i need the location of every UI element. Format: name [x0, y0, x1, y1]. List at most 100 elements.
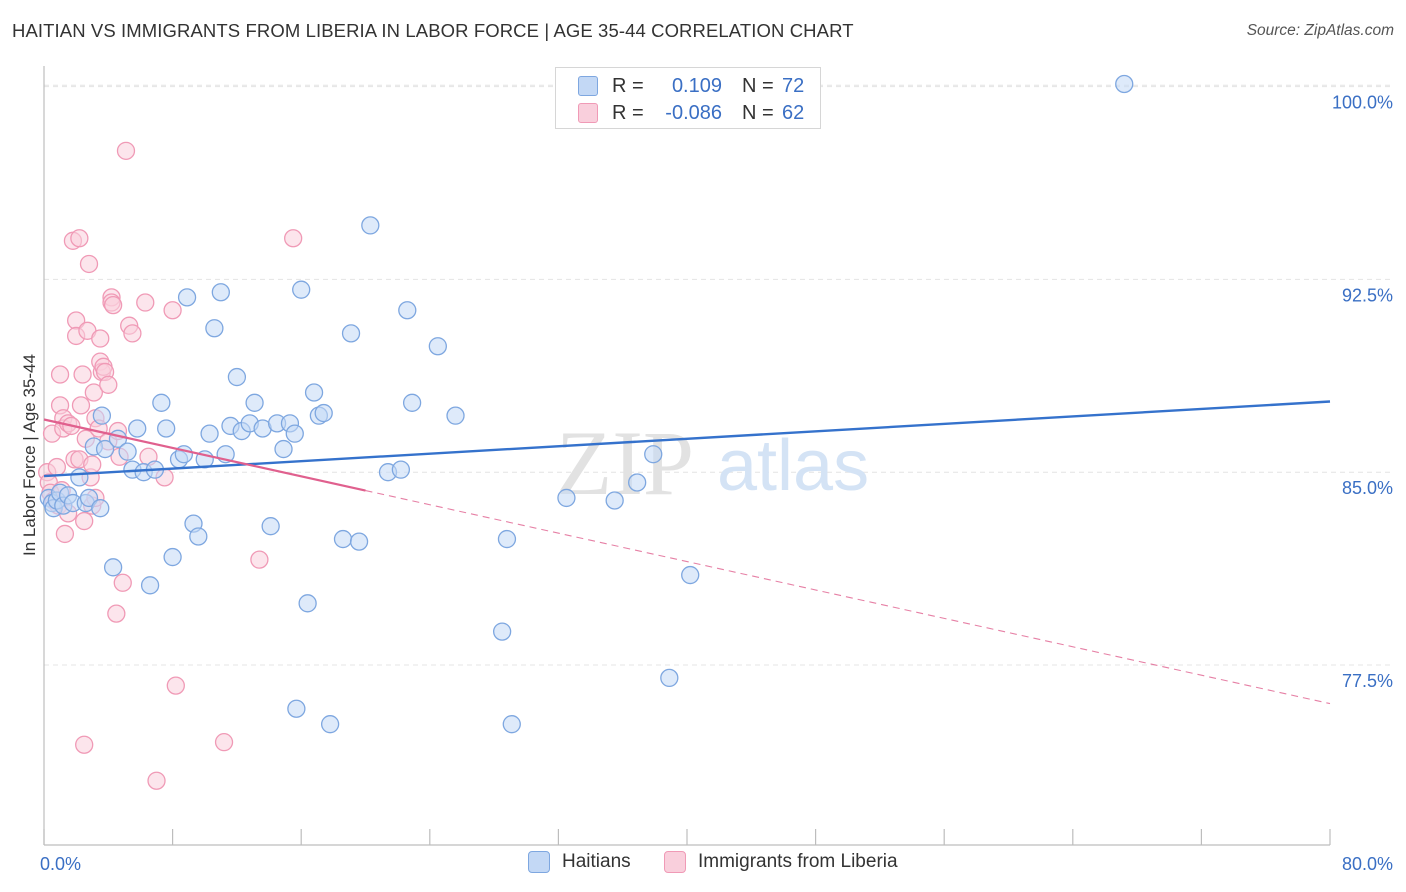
haitian-point [211, 283, 230, 302]
haitian-point [245, 393, 264, 412]
haitian-point [287, 699, 306, 718]
liberia-point [214, 733, 234, 752]
liberia-point [99, 375, 118, 394]
liberia-point [73, 365, 92, 384]
haitian-point [103, 558, 123, 577]
haitian-point [205, 319, 224, 338]
y-tick-label: 92.5% [1342, 285, 1393, 305]
haitian-point [497, 529, 517, 549]
haitian-point [261, 517, 280, 536]
haitian-point [402, 393, 422, 412]
haitians-trend-line [43, 400, 1331, 478]
liberia-point [284, 229, 303, 248]
n-value: 72 [782, 74, 805, 97]
n-label: N = [742, 101, 774, 124]
liberia-point [83, 455, 102, 474]
r-label: R = [612, 101, 644, 124]
haitian-point [446, 406, 465, 425]
haitian-point [644, 445, 663, 464]
haitian-point [152, 393, 171, 412]
liberia-point [116, 141, 136, 160]
watermark: ZIP atlas [556, 412, 869, 514]
source-note: Source: ZipAtlas.com [1246, 22, 1394, 39]
trend-layer [43, 400, 1331, 705]
haitian-point [92, 406, 112, 425]
haitian-point [177, 288, 197, 307]
haitian-point [557, 488, 576, 508]
haitian-point [391, 460, 411, 479]
haitian-point [157, 419, 176, 438]
n-value: 62 [782, 101, 805, 124]
y-tick-label: 85.0% [1342, 478, 1393, 498]
haitian-point [314, 403, 333, 423]
legend-row-liberia: R = -0.086 N = 62 [578, 100, 804, 126]
series-legend: Haitians Immigrants from Liberia [0, 851, 1406, 877]
legend-item-liberia[interactable]: Immigrants from Liberia [664, 851, 898, 873]
haitian-point [118, 442, 137, 461]
haitian-point [128, 419, 147, 438]
haitian-point [292, 280, 311, 299]
watermark-atlas: atlas [717, 426, 869, 506]
haitian-point [140, 576, 160, 595]
liberia-point [113, 573, 132, 592]
haitians-legend-label: Haitians [562, 851, 631, 872]
liberia-point [70, 229, 89, 248]
haitian-point [660, 668, 679, 688]
legend-row-haitians: R = 0.109 N = 72 [578, 73, 804, 99]
haitian-point [200, 424, 219, 443]
haitian-point [1115, 74, 1134, 94]
haitian-point [502, 715, 521, 734]
liberia-point [91, 329, 110, 348]
liberia-trend-line [43, 418, 366, 492]
haitian-point [79, 488, 99, 508]
liberia-point [55, 524, 75, 544]
liberia-swatch [578, 103, 598, 123]
points-layer [38, 74, 1134, 790]
liberia-point [84, 383, 103, 402]
haitian-point [341, 324, 361, 343]
haitian-point [349, 532, 369, 551]
haitian-point [285, 424, 304, 443]
stats-legend: R = 0.109 N = 72 R = -0.086 N = 62 [555, 67, 821, 129]
liberia-point [75, 511, 94, 531]
haitian-point [227, 367, 247, 387]
legend-item-haitians[interactable]: Haitians [528, 851, 631, 873]
haitian-point [320, 715, 340, 734]
x-tick-label: 0.0% [40, 854, 81, 874]
labels-layer: 100.0% 92.5% 85.0% 77.5% 0.0% 80.0% In Labor F… [20, 93, 1393, 874]
liberia-point [75, 735, 94, 754]
watermark-zip: ZIP [556, 412, 694, 514]
haitian-point [361, 216, 380, 235]
haitian-point [70, 468, 89, 487]
r-label: R = [612, 74, 644, 97]
liberia-point [107, 604, 126, 623]
axes-layer [43, 66, 1331, 846]
y-tick-label: 77.5% [1342, 671, 1393, 691]
liberia-trend-extension [365, 489, 1331, 705]
haitian-point [428, 337, 447, 356]
y-tick-label: 100.0% [1332, 93, 1393, 113]
r-value: 0.109 [671, 74, 722, 97]
r-value: -0.086 [665, 101, 722, 124]
liberia-point [103, 295, 123, 315]
liberia-point [47, 457, 67, 477]
haitian-point [163, 547, 182, 567]
liberia-point [123, 324, 142, 343]
haitian-point [274, 439, 293, 459]
liberia-point [71, 396, 91, 415]
x-tick-label: 80.0% [1342, 854, 1393, 874]
liberia-legend-label: Immigrants from Liberia [698, 851, 898, 872]
haitians-legend-swatch [528, 851, 550, 873]
haitian-point [95, 439, 115, 459]
haitian-point [398, 301, 417, 320]
liberia-point [50, 365, 70, 384]
haitian-point [298, 594, 317, 613]
haitian-point [304, 383, 324, 402]
haitian-point [91, 499, 110, 518]
haitian-point [628, 473, 647, 492]
chart-title: HAITIAN VS IMMIGRANTS FROM LIBERIA IN LA… [12, 20, 854, 41]
liberia-point [136, 293, 155, 312]
n-label: N = [742, 74, 774, 97]
liberia-point [79, 254, 99, 274]
